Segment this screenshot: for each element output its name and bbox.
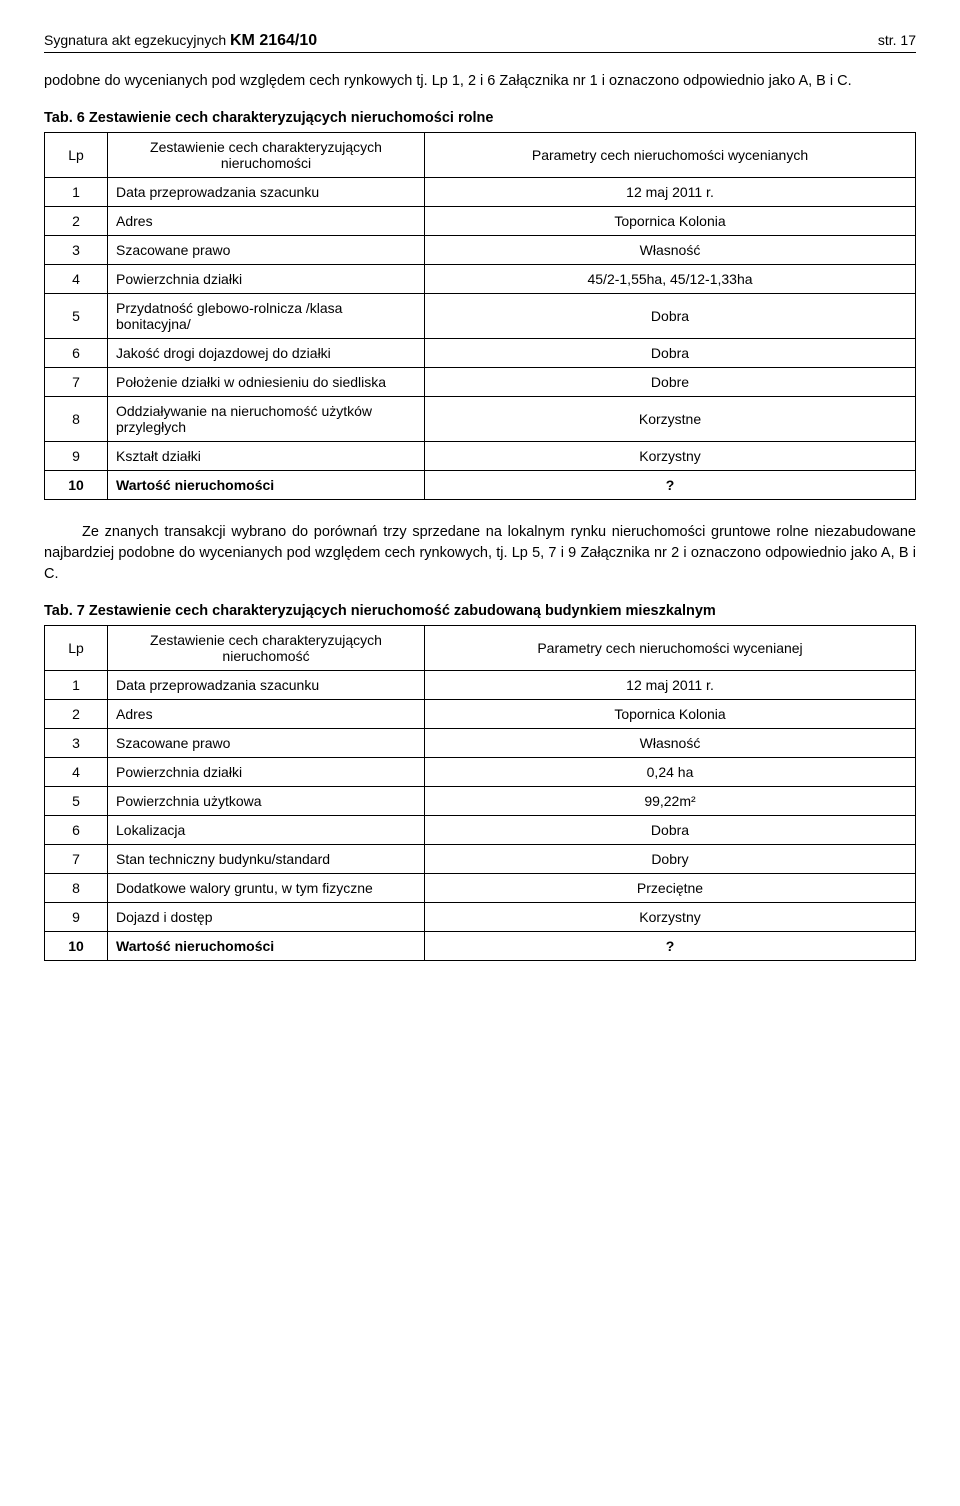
cell-value: 99,22m² — [425, 787, 916, 816]
table6-caption: Tab. 6 Zestawienie cech charakteryzujący… — [44, 110, 916, 126]
cell-label: Adres — [108, 207, 425, 236]
table-row: 8Oddziaływanie na nieruchomość użytków p… — [45, 397, 916, 442]
cell-label: Dodatkowe walory gruntu, w tym fizyczne — [108, 874, 425, 903]
th-lp: Lp — [45, 133, 108, 178]
cell-label: Adres — [108, 700, 425, 729]
table-row: 2AdresTopornica Kolonia — [45, 207, 916, 236]
cell-value: Dobre — [425, 368, 916, 397]
table-row: 9Kształt działkiKorzystny — [45, 442, 916, 471]
cell-label: Wartość nieruchomości — [108, 471, 425, 500]
table-row: 7Położenie działki w odniesieniu do sied… — [45, 368, 916, 397]
cell-value: Dobra — [425, 816, 916, 845]
cell-label: Data przeprowadzania szacunku — [108, 671, 425, 700]
table-row: 1Data przeprowadzania szacunku12 maj 201… — [45, 178, 916, 207]
cell-label: Dojazd i dostęp — [108, 903, 425, 932]
cell-label: Wartość nieruchomości — [108, 932, 425, 961]
table-row: 5Powierzchnia użytkowa99,22m² — [45, 787, 916, 816]
table-row: 10Wartość nieruchomości? — [45, 471, 916, 500]
cell-value: Dobra — [425, 339, 916, 368]
cell-value: 12 maj 2011 r. — [425, 178, 916, 207]
cell-value: Własność — [425, 729, 916, 758]
table-row: 1Data przeprowadzania szacunku12 maj 201… — [45, 671, 916, 700]
case-number: KM 2164/10 — [230, 32, 317, 49]
table-row: 2AdresTopornica Kolonia — [45, 700, 916, 729]
cell-value: Korzystne — [425, 397, 916, 442]
table-row: 3Szacowane prawoWłasność — [45, 236, 916, 265]
table-header-row: Lp Zestawienie cech charakteryzujących n… — [45, 133, 916, 178]
th-lp: Lp — [45, 626, 108, 671]
cell-value: Topornica Kolonia — [425, 207, 916, 236]
table-row: 5Przydatność glebowo-rolnicza /klasa bon… — [45, 294, 916, 339]
cell-lp: 1 — [45, 671, 108, 700]
cell-value: ? — [425, 932, 916, 961]
cell-label: Szacowane prawo — [108, 729, 425, 758]
cell-lp: 1 — [45, 178, 108, 207]
cell-lp: 5 — [45, 294, 108, 339]
cell-lp: 4 — [45, 265, 108, 294]
table-row: 4Powierzchnia działki45/2-1,55ha, 45/12-… — [45, 265, 916, 294]
cell-label: Oddziaływanie na nieruchomość użytków pr… — [108, 397, 425, 442]
cell-label: Powierzchnia użytkowa — [108, 787, 425, 816]
table7-caption: Tab. 7 Zestawienie cech charakteryzujący… — [44, 603, 916, 619]
cell-lp: 4 — [45, 758, 108, 787]
cell-lp: 6 — [45, 339, 108, 368]
th-parameters: Parametry cech nieruchomości wycenianej — [425, 626, 916, 671]
cell-lp: 9 — [45, 442, 108, 471]
table-row: 3Szacowane prawoWłasność — [45, 729, 916, 758]
table-row: 6Jakość drogi dojazdowej do działkiDobra — [45, 339, 916, 368]
cell-label: Data przeprowadzania szacunku — [108, 178, 425, 207]
table-header-row: Lp Zestawienie cech charakteryzujących n… — [45, 626, 916, 671]
th-characteristics: Zestawienie cech charakteryzujących nier… — [108, 133, 425, 178]
cell-lp: 10 — [45, 932, 108, 961]
table-row: 7Stan techniczny budynku/standardDobry — [45, 845, 916, 874]
cell-value: Dobry — [425, 845, 916, 874]
th-characteristics: Zestawienie cech charakteryzujących nier… — [108, 626, 425, 671]
cell-lp: 8 — [45, 397, 108, 442]
table7: Lp Zestawienie cech charakteryzujących n… — [44, 625, 916, 961]
th-parameters: Parametry cech nieruchomości wycenianych — [425, 133, 916, 178]
intro-paragraph-1: podobne do wycenianych pod względem cech… — [44, 71, 916, 92]
cell-value: Korzystny — [425, 903, 916, 932]
cell-label: Kształt działki — [108, 442, 425, 471]
page-header: Sygnatura akt egzekucyjnych KM 2164/10 s… — [44, 32, 916, 53]
table-row: 4Powierzchnia działki0,24 ha — [45, 758, 916, 787]
cell-label: Powierzchnia działki — [108, 758, 425, 787]
cell-label: Przydatność glebowo-rolnicza /klasa boni… — [108, 294, 425, 339]
table-row: 9Dojazd i dostępKorzystny — [45, 903, 916, 932]
cell-label: Szacowane prawo — [108, 236, 425, 265]
cell-value: 45/2-1,55ha, 45/12-1,33ha — [425, 265, 916, 294]
cell-value: Przeciętne — [425, 874, 916, 903]
cell-lp: 5 — [45, 787, 108, 816]
cell-label: Powierzchnia działki — [108, 265, 425, 294]
cell-lp: 9 — [45, 903, 108, 932]
cell-value: Korzystny — [425, 442, 916, 471]
cell-value: ? — [425, 471, 916, 500]
intro-paragraph-2: Ze znanych transakcji wybrano do porówna… — [44, 522, 916, 585]
cell-lp: 2 — [45, 207, 108, 236]
cell-lp: 7 — [45, 845, 108, 874]
table6: Lp Zestawienie cech charakteryzujących n… — [44, 132, 916, 500]
cell-lp: 3 — [45, 729, 108, 758]
cell-value: Dobra — [425, 294, 916, 339]
cell-lp: 2 — [45, 700, 108, 729]
cell-lp: 3 — [45, 236, 108, 265]
table-row: 8Dodatkowe walory gruntu, w tym fizyczne… — [45, 874, 916, 903]
cell-label: Położenie działki w odniesieniu do siedl… — [108, 368, 425, 397]
cell-label: Stan techniczny budynku/standard — [108, 845, 425, 874]
cell-lp: 7 — [45, 368, 108, 397]
cell-value: Topornica Kolonia — [425, 700, 916, 729]
cell-label: Lokalizacja — [108, 816, 425, 845]
page-number: str. 17 — [878, 32, 916, 50]
cell-lp: 8 — [45, 874, 108, 903]
cell-lp: 6 — [45, 816, 108, 845]
table-row: 6LokalizacjaDobra — [45, 816, 916, 845]
cell-value: 0,24 ha — [425, 758, 916, 787]
header-left: Sygnatura akt egzekucyjnych KM 2164/10 — [44, 32, 317, 50]
table-row: 10Wartość nieruchomości? — [45, 932, 916, 961]
cell-value: Własność — [425, 236, 916, 265]
header-prefix: Sygnatura akt egzekucyjnych — [44, 32, 230, 48]
cell-label: Jakość drogi dojazdowej do działki — [108, 339, 425, 368]
cell-value: 12 maj 2011 r. — [425, 671, 916, 700]
cell-lp: 10 — [45, 471, 108, 500]
